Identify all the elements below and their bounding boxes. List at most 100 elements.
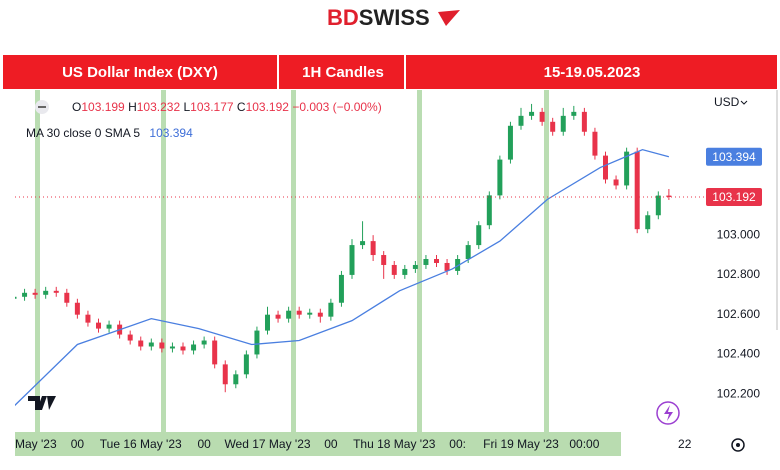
ohlc-letter: L [183, 100, 190, 114]
candle-body [645, 215, 651, 230]
candle-body [434, 259, 439, 263]
candle-body [275, 314, 281, 319]
candle-body [370, 241, 376, 256]
y-tick-label: 102.600 [717, 307, 761, 321]
candle-body [444, 262, 450, 271]
candle-body [53, 290, 59, 293]
session-markers [35, 90, 549, 432]
candle-body [64, 292, 70, 303]
time-axis-band [15, 432, 621, 456]
candle-body [286, 310, 292, 319]
y-tick-label: 102.800 [717, 267, 761, 281]
candle-body [402, 268, 408, 275]
ohlc-value: 103.192 [246, 100, 290, 114]
settings-icon [736, 443, 740, 447]
logo: BDSWISS [327, 5, 430, 30]
candle-body [138, 340, 144, 347]
candle-body [592, 131, 598, 156]
x-tick-label: Thu 18 May '23 [353, 437, 436, 451]
candle-body [349, 245, 355, 275]
logo-part: SWISS [359, 5, 430, 30]
candle-body [603, 155, 608, 180]
candle-body [74, 302, 80, 315]
candle-body [412, 264, 418, 269]
candle-body [85, 314, 91, 323]
candle-body [243, 354, 249, 375]
x-tick-label: Tue 16 May '23 [100, 437, 182, 451]
tv-logo [28, 396, 56, 410]
candle-body [655, 195, 661, 216]
change: −0.003 (−0.00%) [292, 100, 381, 114]
y-tick-label: 103.000 [717, 227, 761, 241]
x-tick-label: 22 [678, 437, 692, 451]
x-tick-label: 00 [324, 437, 338, 451]
candle-body [148, 342, 154, 347]
candle-body [328, 302, 334, 317]
ohlc-value: 103.232 [137, 100, 181, 114]
price-tag-label: 103.192 [712, 190, 756, 204]
candle-body [529, 111, 535, 116]
ohlc-letter: O [72, 100, 81, 114]
candle-body [624, 151, 630, 186]
ma-legend: MA 30 close 0 SMA 5 103.394 [26, 126, 193, 140]
candle-body [465, 245, 471, 260]
candle-body [222, 364, 228, 385]
candle-body [497, 159, 503, 196]
candle-body [96, 322, 101, 329]
logo-part: BD [327, 5, 359, 30]
x-tick-label: Fri 19 May '23 [483, 437, 559, 451]
ma-tag [706, 147, 762, 166]
ma-line [15, 148, 670, 407]
candle-body [518, 115, 524, 126]
logo-icon [438, 10, 460, 26]
candle-body [317, 312, 323, 317]
candle-body [22, 292, 28, 297]
candle-body [159, 342, 165, 349]
candle-body [476, 225, 482, 246]
candle-body [666, 195, 672, 197]
candle-body [391, 264, 397, 275]
candle-body [296, 310, 302, 315]
candle-body [381, 255, 387, 265]
x-tick-label: Wed 17 May '23 [224, 437, 310, 451]
settings-icon[interactable] [731, 438, 745, 452]
candle-body [571, 111, 577, 116]
candle-body [507, 125, 513, 160]
candle-body [254, 330, 260, 355]
candle-body [32, 292, 38, 295]
candle-body [191, 344, 197, 351]
candle-body [360, 241, 366, 246]
banner [3, 55, 777, 89]
candle-body [43, 290, 49, 295]
ma-name: MA 30 close 0 SMA 5 [26, 126, 140, 140]
ohlc-header: O103.199 H103.232 L103.177 C103.192 −0.0… [72, 100, 382, 114]
candle-body [106, 324, 112, 329]
candle-body [613, 179, 619, 186]
candle-body [560, 115, 566, 132]
ma-tag-label: 103.394 [712, 150, 756, 164]
candle-body [169, 346, 175, 349]
candle-body [338, 274, 344, 303]
banner-text: 1H Candles [302, 64, 384, 81]
ohlc-value: 103.177 [190, 100, 234, 114]
ma-value: 103.394 [149, 126, 193, 140]
x-tick-label: 00 [197, 437, 211, 451]
x-tick-label: 00 [71, 437, 85, 451]
banner-text: 15-19.05.2023 [544, 64, 641, 81]
candle-body [423, 259, 429, 265]
ohlc-letter: C [237, 100, 246, 114]
candle-body [581, 111, 587, 132]
price-tag [706, 187, 762, 206]
ohlc-letter: H [128, 100, 137, 114]
alert-icon [664, 405, 673, 421]
banner-text: US Dollar Index (DXY) [62, 64, 218, 81]
candle-body [127, 334, 133, 341]
x-tick-label: 00: [449, 437, 466, 451]
currency[interactable]: USD [714, 95, 740, 109]
candle-body [265, 314, 270, 331]
y-tick-label: 102.400 [717, 347, 761, 361]
x-tick-label: May '23 [15, 437, 57, 451]
plot [15, 103, 672, 407]
candle-body [15, 296, 17, 299]
candle-body [539, 111, 545, 122]
